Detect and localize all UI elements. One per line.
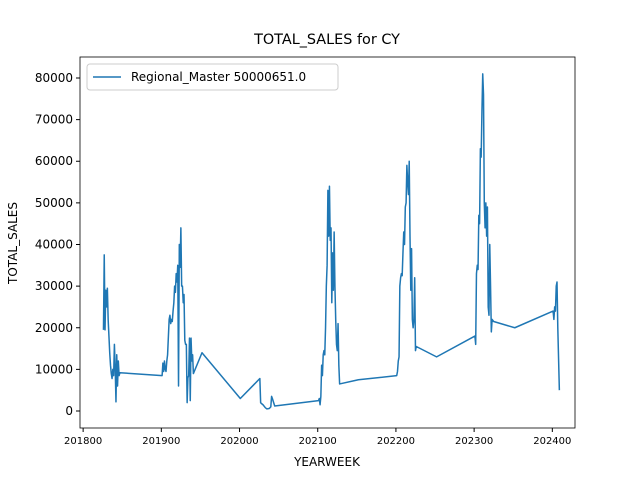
x-tick-label: 202300 <box>455 436 493 447</box>
y-tick-label: 0 <box>65 404 73 418</box>
x-tick-label: 202100 <box>299 436 337 447</box>
y-tick-label: 30000 <box>35 279 73 293</box>
x-axis-label: YEARWEEK <box>293 455 361 469</box>
y-tick-label: 40000 <box>35 238 73 252</box>
data-line <box>102 73 561 410</box>
y-tick-label: 70000 <box>35 113 73 127</box>
chart-title: TOTAL_SALES for CY <box>253 32 400 48</box>
y-tick-label: 80000 <box>35 71 73 85</box>
legend-box <box>86 63 339 91</box>
x-tick-label: 202000 <box>220 436 258 447</box>
y-axis-label: TOTAL_SALES <box>6 202 20 285</box>
plot-frame <box>79 56 576 429</box>
x-tick-label: 201900 <box>142 436 180 447</box>
y-tick-label: 20000 <box>35 321 73 335</box>
y-tick-label: 50000 <box>35 196 73 210</box>
legend-label: Regional_Master 50000651.0 <box>131 70 306 84</box>
x-tick-label: 201800 <box>64 436 102 447</box>
x-tick-label: 202200 <box>377 436 415 447</box>
x-tick-label: 202400 <box>533 436 571 447</box>
y-tick-label: 10000 <box>35 362 73 376</box>
y-tick-label: 60000 <box>35 154 73 168</box>
